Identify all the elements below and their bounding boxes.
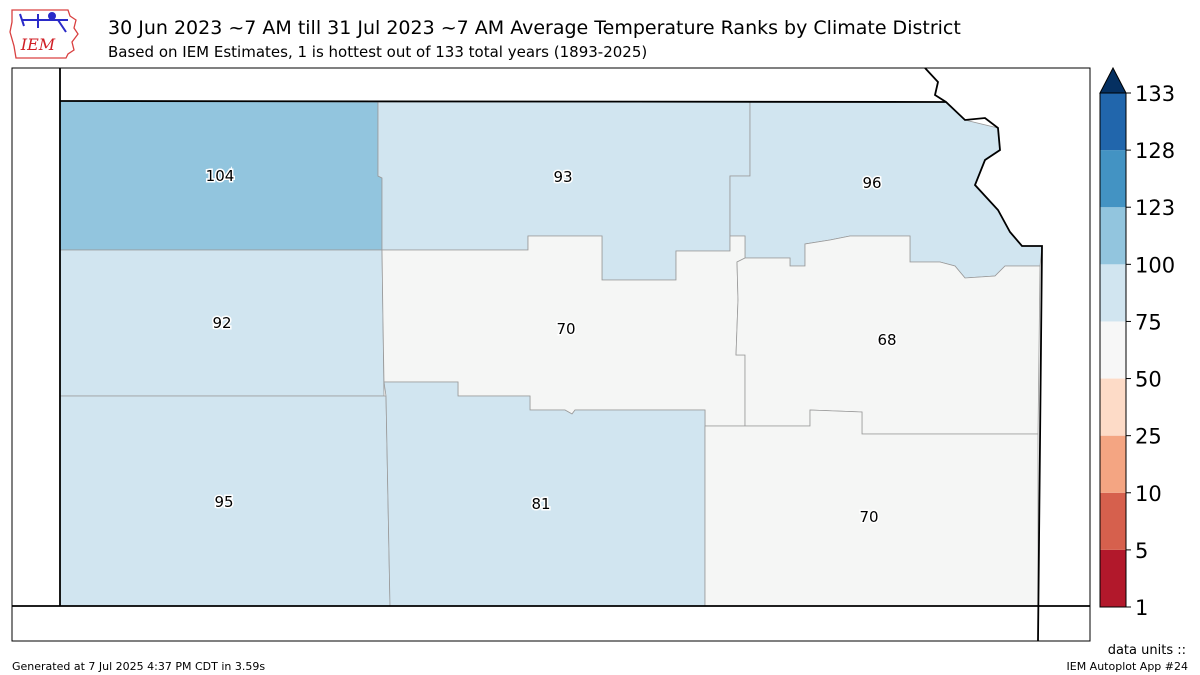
colorbar-extend-arrow: [1099, 66, 1127, 94]
colorbar-segment: [1100, 321, 1126, 379]
weather-station-icon: [19, 12, 68, 33]
colorbar-ticks: 1 5 10 25 50 75 100 123 128 133: [1126, 82, 1175, 620]
colorbar-tick-label: 25: [1135, 425, 1162, 449]
colorbar-tick-label: 75: [1135, 310, 1162, 334]
colorbar-segment: [1100, 207, 1126, 265]
district-label-northeast: 96: [862, 174, 881, 192]
district-label-central: 70: [556, 320, 575, 338]
district-label-north-central: 93: [553, 168, 572, 186]
iem-logo: IEM: [9, 9, 79, 59]
colorbar-tick-label: 10: [1135, 482, 1162, 506]
district-label-southeast: 70: [859, 508, 878, 526]
colorbar-tick-label: 50: [1135, 368, 1162, 392]
colorbar-segment: [1100, 492, 1126, 550]
district-label-east-central: 68: [877, 331, 896, 349]
colorbar-segment: [1100, 150, 1126, 208]
iowa-outline-icon: [9, 9, 79, 59]
state-boundaries: [12, 67, 1090, 642]
colorbar-tick-label: 5: [1135, 539, 1148, 563]
district-label-south-central: 81: [531, 495, 550, 513]
colorbar-tick-label: 133: [1135, 82, 1175, 106]
colorbar-segment: [1100, 264, 1126, 322]
district-east-central: [735, 235, 1041, 435]
chart-subtitle: Based on IEM Estimates, 1 is hottest out…: [108, 43, 648, 61]
district-label-northwest: 104: [206, 167, 235, 185]
chart-title: 30 Jun 2023 ~7 AM till 31 Jul 2023 ~7 AM…: [108, 17, 961, 39]
district-label-southwest: 95: [214, 493, 233, 511]
colorbar-segment: [1100, 549, 1126, 607]
colorbar-outline: [1099, 92, 1127, 608]
colorbar-segments: [1100, 93, 1126, 607]
app-label: IEM Autoplot App #24: [1066, 660, 1189, 673]
district-label-west-central: 92: [212, 314, 231, 332]
colorbar-tick-label: 128: [1135, 139, 1175, 163]
colorbar-tick-label: 1: [1135, 596, 1148, 620]
colorbar-segment: [1100, 435, 1126, 493]
generated-timestamp: Generated at 7 Jul 2025 4:37 PM CDT in 3…: [12, 660, 266, 673]
data-units-label: data units ::: [1107, 643, 1186, 658]
colorbar-segment: [1100, 93, 1126, 151]
colorbar-segment: [1100, 378, 1126, 436]
colorbar-tick-label: 100: [1135, 253, 1175, 277]
logo-text: IEM: [20, 35, 56, 54]
colorbar-tick-label: 123: [1135, 196, 1175, 220]
